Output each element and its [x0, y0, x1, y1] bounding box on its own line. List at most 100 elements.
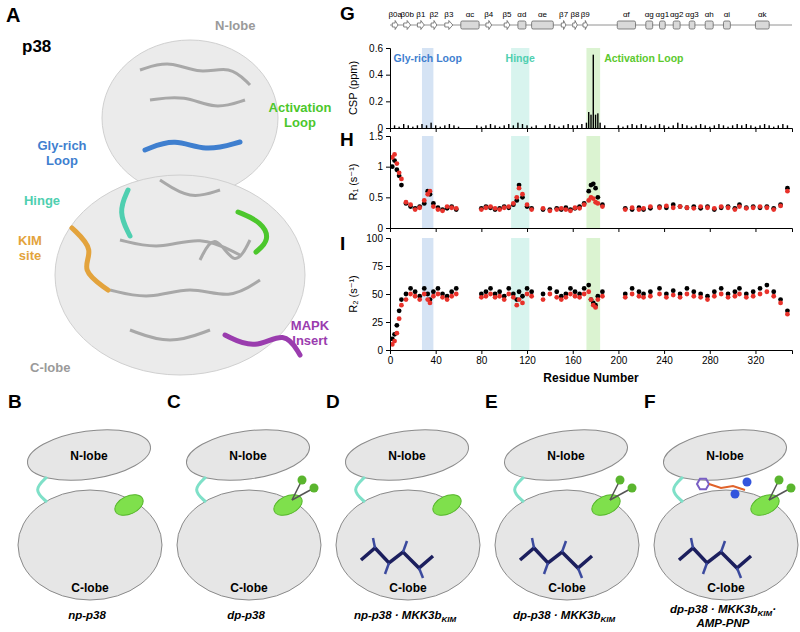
caption-text: np-p38 · MKK3b [354, 609, 442, 621]
point [397, 308, 402, 313]
x-tick-mark [436, 128, 437, 132]
x-tick: 280 [702, 350, 719, 366]
point [511, 295, 516, 300]
topology-label: αe [538, 10, 548, 19]
y-tick-mark [386, 197, 390, 198]
region-shade [586, 48, 600, 128]
y-tick-label: 25 [372, 317, 384, 328]
bar [417, 125, 418, 128]
bar [650, 127, 651, 128]
point [589, 297, 594, 302]
n-lobe [501, 423, 630, 488]
bar [732, 125, 733, 128]
point [732, 294, 737, 299]
x-tick-label: 120 [519, 355, 536, 366]
x-tick-mark [664, 228, 665, 232]
point [778, 204, 783, 209]
bar [599, 123, 600, 128]
caption-tail: · [772, 603, 776, 615]
helix [689, 21, 695, 29]
y-tick-label: 0.5 [369, 192, 383, 203]
y-axis: 00.511.5 [369, 131, 390, 234]
hinge [674, 477, 683, 502]
lobe-label: C-lobe [707, 581, 745, 595]
point [719, 204, 724, 209]
point [685, 205, 690, 210]
topology-label: αi [724, 10, 731, 19]
point [732, 207, 737, 212]
point [637, 294, 642, 299]
point [404, 292, 409, 297]
point [547, 286, 552, 291]
point [595, 201, 600, 206]
point [440, 208, 445, 213]
helix [660, 21, 666, 29]
bar [604, 125, 605, 128]
bar [499, 127, 500, 128]
ribbon [150, 98, 245, 106]
caption-subscript: KIM [758, 609, 773, 618]
y-tick: 0.4 [369, 69, 390, 80]
y-tick-label: 0.4 [369, 69, 383, 80]
point [586, 283, 591, 288]
bar [645, 125, 646, 128]
caption-text: np-p38 [68, 609, 106, 621]
c-lobe [495, 490, 639, 600]
bar [595, 115, 596, 128]
y-tick-mark [386, 101, 390, 102]
point [726, 205, 731, 210]
y-tick-label: 50 [372, 289, 384, 300]
helix [518, 21, 526, 29]
bar [545, 125, 546, 128]
point [577, 295, 582, 300]
kim-peptide [361, 548, 433, 568]
caption: dp-p38 · MKK3bKIM· [670, 603, 776, 618]
bar [572, 125, 573, 128]
point [751, 289, 756, 294]
point [630, 292, 635, 297]
point [454, 292, 459, 297]
point [502, 205, 507, 210]
point [554, 295, 559, 300]
point [678, 204, 683, 209]
point [484, 294, 489, 299]
lobe-label: C-lobe [71, 581, 109, 595]
topology-label: β9 [581, 10, 591, 19]
x-tick-label: 280 [702, 355, 719, 366]
y-tick: 1.5 [369, 131, 390, 142]
bar [597, 113, 598, 128]
x-axis-line [391, 351, 793, 355]
y-tick-mark [386, 75, 390, 76]
metal-ion [743, 478, 752, 487]
bar [627, 125, 628, 128]
point [502, 297, 507, 302]
x-tick-mark [664, 128, 665, 132]
bar [695, 125, 696, 128]
ribbon [160, 180, 220, 195]
y-tick: 25 [372, 317, 390, 328]
bar [691, 127, 692, 128]
point [573, 294, 578, 299]
bar [577, 125, 578, 128]
bar [668, 127, 669, 128]
state-cartoon: CN-lobeC-lobedp-p38 [167, 391, 321, 621]
x-tick: 40 [431, 350, 443, 366]
point [488, 204, 493, 209]
bar [778, 125, 779, 128]
structure-feature [145, 142, 240, 150]
x-axis [391, 128, 793, 132]
topology-label: αc [466, 10, 475, 19]
point [422, 198, 427, 203]
point [698, 295, 703, 300]
point [758, 204, 763, 209]
y-axis-title: R₂ (s⁻¹) [347, 275, 359, 313]
point [678, 295, 683, 300]
n-lobe-surface [102, 40, 278, 196]
bar [654, 125, 655, 128]
lobe-label: N-lobe [229, 449, 267, 463]
point [422, 292, 427, 297]
x-tick-mark [710, 128, 711, 132]
point [600, 294, 605, 299]
point [517, 186, 522, 191]
bar [531, 127, 532, 128]
